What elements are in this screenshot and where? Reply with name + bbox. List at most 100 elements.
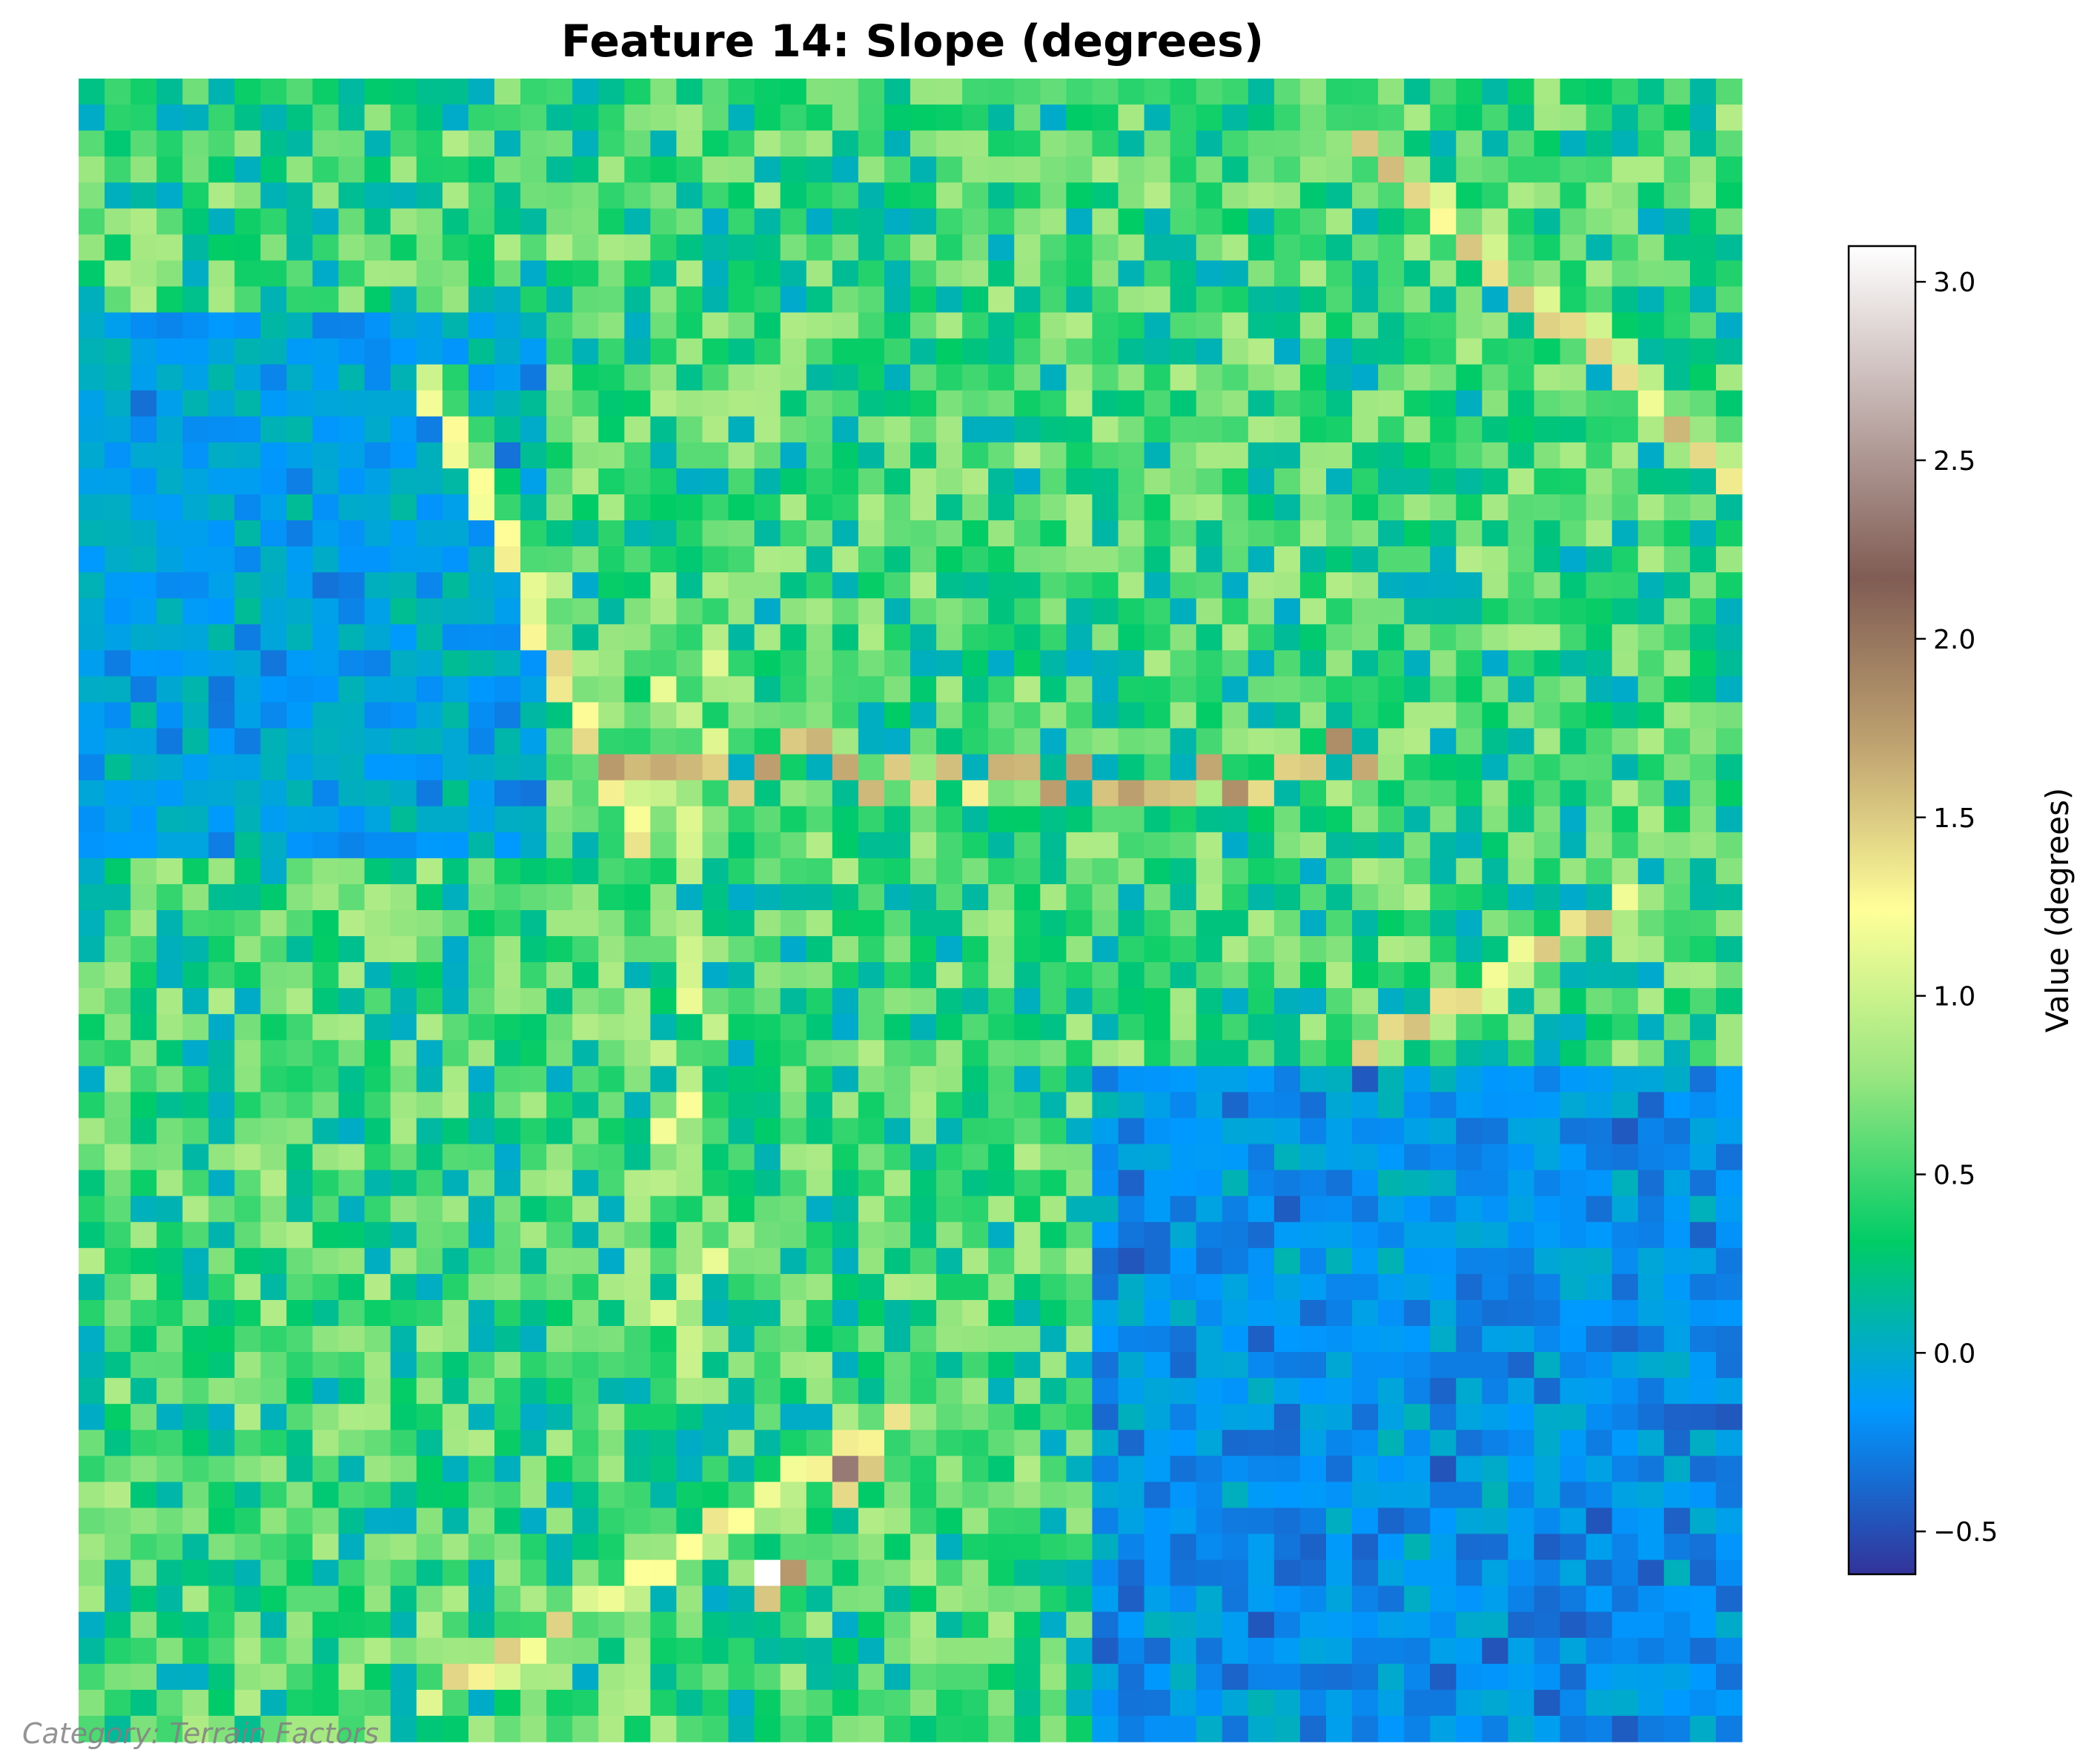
- heatmap-cell: [1196, 156, 1223, 183]
- heatmap-cell: [936, 1715, 963, 1743]
- heatmap-cell: [156, 858, 183, 885]
- heatmap-cell: [1378, 1221, 1405, 1249]
- heatmap-cell: [624, 79, 651, 105]
- heatmap-cell: [442, 442, 469, 469]
- heatmap-cell: [702, 832, 729, 859]
- heatmap-cell: [286, 286, 314, 314]
- heatmap-cell: [546, 312, 573, 339]
- heatmap-cell: [1456, 1637, 1483, 1665]
- heatmap-cell: [1118, 1040, 1145, 1067]
- heatmap-cell: [1092, 598, 1119, 625]
- heatmap-cell: [182, 1247, 209, 1275]
- heatmap-cell: [546, 1508, 573, 1535]
- heatmap-cell: [79, 1456, 105, 1482]
- heatmap-cell: [598, 1352, 625, 1379]
- heatmap-cell: [79, 234, 105, 262]
- heatmap-cell: [208, 1456, 235, 1482]
- heatmap-cell: [390, 520, 417, 547]
- heatmap-cell: [105, 702, 131, 729]
- heatmap-cell: [1586, 572, 1613, 599]
- heatmap-cell: [962, 806, 989, 833]
- heatmap-cell: [364, 1014, 391, 1041]
- heatmap-cell: [1299, 390, 1327, 417]
- heatmap-cell: [442, 858, 469, 885]
- heatmap-cell: [754, 676, 781, 703]
- heatmap-cell: [1326, 780, 1353, 807]
- heatmap-cell: [1352, 416, 1379, 443]
- heatmap-cell: [858, 1040, 885, 1067]
- heatmap-cell: [1248, 1430, 1275, 1456]
- heatmap-cell: [884, 234, 911, 262]
- heatmap-cell: [1482, 1247, 1509, 1275]
- heatmap-cell: [572, 1482, 599, 1509]
- heatmap-cell: [546, 624, 573, 651]
- heatmap-cell: [182, 260, 209, 288]
- heatmap-cell: [520, 546, 547, 573]
- heatmap-cell: [1014, 676, 1041, 703]
- heatmap-cell: [442, 1299, 469, 1327]
- heatmap-cell: [832, 338, 859, 365]
- heatmap-cell: [702, 130, 729, 157]
- heatmap-cell: [1586, 286, 1613, 314]
- heatmap-cell: [1170, 1118, 1197, 1145]
- heatmap-cell: [572, 1326, 599, 1353]
- heatmap-cell: [546, 520, 573, 547]
- heatmap-cell: [260, 1508, 288, 1535]
- heatmap-cell: [416, 105, 443, 131]
- heatmap-cell: [1118, 1066, 1145, 1093]
- heatmap-cell: [1508, 650, 1535, 677]
- heatmap-cell: [208, 390, 235, 417]
- heatmap-cell: [910, 156, 937, 183]
- heatmap-cell: [1715, 1066, 1743, 1093]
- heatmap-cell: [598, 1118, 625, 1145]
- heatmap-cell: [182, 1221, 209, 1249]
- heatmap-cell: [650, 1533, 678, 1561]
- heatmap-cell: [1482, 962, 1509, 989]
- heatmap-cell: [650, 1014, 678, 1041]
- heatmap-cell: [130, 650, 157, 677]
- heatmap-cell: [286, 650, 314, 677]
- heatmap-cell: [260, 1118, 288, 1145]
- heatmap-cell: [1222, 1508, 1249, 1535]
- heatmap-cell: [1144, 234, 1171, 262]
- heatmap-cell: [1637, 1352, 1665, 1379]
- heatmap-cell: [1170, 442, 1197, 469]
- heatmap-cell: [1611, 883, 1639, 911]
- heatmap-cell: [546, 79, 573, 105]
- heatmap-cell: [1715, 79, 1743, 105]
- heatmap-cell: [598, 728, 625, 755]
- heatmap-cell: [1715, 858, 1743, 885]
- heatmap-cell: [884, 1456, 911, 1482]
- heatmap-cell: [442, 1430, 469, 1456]
- heatmap-cell: [260, 79, 288, 105]
- heatmap-cell: [1222, 1014, 1249, 1041]
- heatmap-cell: [1170, 546, 1197, 573]
- heatmap-cell: [1378, 105, 1405, 131]
- heatmap-cell: [1222, 1092, 1249, 1119]
- heatmap-cell: [650, 728, 678, 755]
- heatmap-cell: [416, 1508, 443, 1535]
- heatmap-cell: [338, 130, 365, 157]
- heatmap-cell: [1248, 1144, 1275, 1171]
- heatmap-cell: [1170, 1273, 1197, 1301]
- heatmap-cell: [1456, 1299, 1483, 1327]
- heatmap-cell: [832, 1456, 859, 1482]
- heatmap-cell: [312, 105, 339, 131]
- heatmap-cell: [650, 1273, 678, 1301]
- heatmap-cell: [105, 234, 131, 262]
- heatmap-cell: [1637, 1559, 1665, 1587]
- heatmap-cell: [1586, 1559, 1613, 1587]
- heatmap-cell: [624, 1404, 651, 1430]
- heatmap-cell: [702, 1221, 729, 1249]
- heatmap-cell: [1560, 702, 1587, 729]
- heatmap-cell: [780, 702, 807, 729]
- heatmap-cell: [416, 936, 443, 963]
- heatmap-cell: [208, 1352, 235, 1379]
- heatmap-cell: [494, 988, 521, 1015]
- heatmap-cell: [338, 1689, 365, 1717]
- heatmap-cell: [650, 1247, 678, 1275]
- heatmap-cell: [390, 1326, 417, 1353]
- heatmap-cell: [338, 1040, 365, 1067]
- heatmap-cell: [572, 910, 599, 937]
- heatmap-cell: [1040, 1247, 1067, 1275]
